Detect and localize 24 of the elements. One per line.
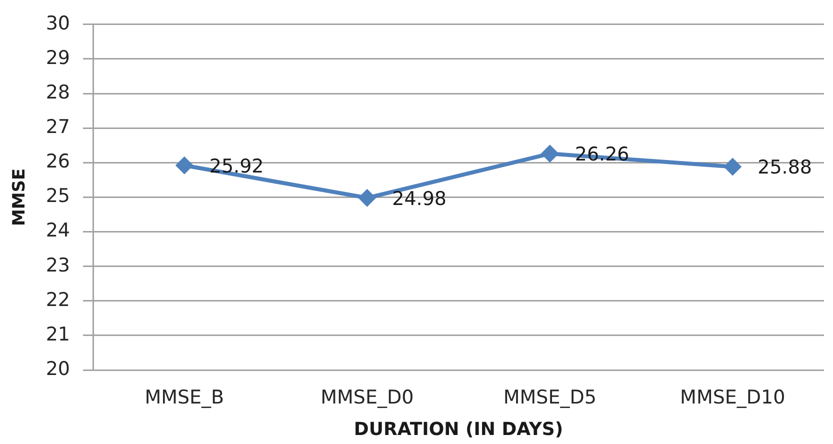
data-label: 25.88 — [758, 156, 812, 179]
y-tick-label: 29 — [46, 46, 70, 69]
y-tick-label: 27 — [46, 116, 70, 138]
y-tick-label: 22 — [46, 288, 70, 311]
point — [358, 188, 376, 207]
y-tick-label: 20 — [46, 358, 70, 380]
data-label: 25.92 — [209, 155, 264, 178]
y-tick-label: 24 — [46, 220, 70, 242]
y-tick-label: 26 — [46, 150, 70, 173]
x-tick-label: MMSE_B — [144, 386, 224, 408]
y-tick-label: 21 — [46, 323, 70, 346]
point — [175, 156, 194, 174]
point — [724, 158, 742, 176]
x-tick-label: MMSE_D10 — [680, 386, 786, 408]
y-axis-title: MMSE — [10, 168, 30, 226]
x-tick-label: MMSE_D5 — [503, 386, 596, 408]
y-tick-label: 30 — [46, 12, 70, 34]
y-tick-label: 25 — [46, 185, 70, 208]
point — [540, 144, 559, 163]
x-tick-label: MMSE_D0 — [320, 386, 414, 408]
data-label: 24.98 — [392, 188, 447, 210]
x-axis-title: DURATION (IN DAYS) — [354, 418, 564, 440]
y-tick-label: 28 — [46, 81, 70, 104]
y-tick-label: 23 — [46, 254, 70, 276]
